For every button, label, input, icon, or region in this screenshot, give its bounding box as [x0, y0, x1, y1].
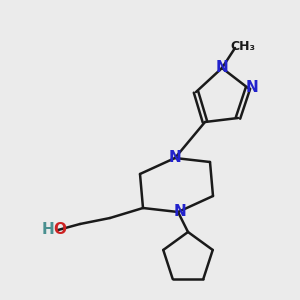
Text: O: O — [53, 223, 67, 238]
Text: N: N — [246, 80, 258, 95]
Text: H: H — [42, 223, 54, 238]
Text: N: N — [174, 205, 186, 220]
Text: N: N — [216, 61, 228, 76]
Text: CH₃: CH₃ — [230, 40, 256, 52]
Text: N: N — [169, 151, 182, 166]
